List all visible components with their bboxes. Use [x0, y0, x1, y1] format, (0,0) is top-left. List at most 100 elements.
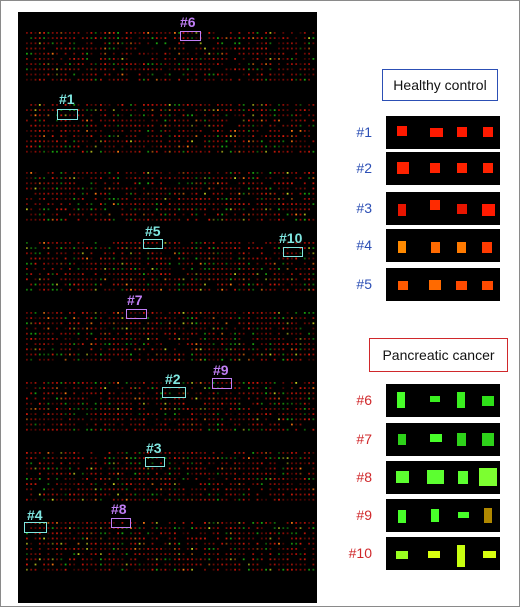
array-spot	[160, 327, 162, 330]
array-spot	[229, 257, 232, 260]
array-spot	[225, 177, 228, 179]
array-spot	[242, 462, 245, 465]
array-spot	[90, 537, 93, 540]
array-spot	[256, 104, 259, 106]
array-spot	[248, 387, 250, 389]
array-spot	[265, 187, 267, 190]
array-spot	[104, 208, 107, 211]
array-spot	[151, 172, 154, 174]
array-spot	[77, 488, 80, 491]
array-spot	[204, 192, 206, 195]
array-spot	[100, 177, 102, 179]
array-spot	[143, 104, 145, 106]
array-spot	[90, 150, 93, 153]
array-spot	[303, 47, 306, 50]
array-spot	[69, 124, 71, 127]
array-spot	[204, 63, 206, 65]
array-spot	[212, 312, 215, 314]
array-spot	[64, 198, 67, 200]
array-spot	[94, 553, 97, 555]
array-spot	[282, 483, 285, 485]
array-spot	[208, 135, 211, 137]
array-spot	[100, 338, 102, 340]
array-spot	[47, 343, 50, 345]
array-spot	[69, 119, 71, 122]
array-spot	[242, 208, 245, 211]
array-spot	[217, 218, 219, 221]
array-spot	[125, 488, 128, 491]
array-spot	[248, 213, 250, 216]
array-spot	[34, 68, 37, 71]
array-spot	[121, 457, 124, 459]
array-spot	[60, 353, 63, 356]
array-spot	[269, 177, 272, 179]
array-spot	[155, 322, 158, 325]
array-spot	[186, 247, 189, 249]
array-spot	[147, 192, 150, 195]
array-spot	[217, 408, 219, 410]
array-spot	[221, 78, 224, 81]
array-spot	[26, 462, 28, 465]
array-spot	[34, 172, 37, 174]
array-spot	[182, 198, 185, 200]
array-spot	[191, 247, 193, 249]
array-spot	[195, 198, 198, 200]
array-spot	[77, 332, 80, 335]
microarray-spots	[26, 32, 315, 571]
array-spot	[160, 252, 162, 255]
array-spot	[212, 457, 215, 459]
array-spot	[312, 522, 315, 524]
array-spot	[164, 124, 167, 127]
array-spot	[77, 317, 80, 319]
array-spot	[291, 47, 293, 50]
array-spot	[295, 119, 298, 122]
array-spot	[34, 32, 37, 34]
array-spot	[81, 135, 84, 137]
array-spot	[77, 218, 80, 221]
array-spot	[242, 317, 245, 319]
array-spot	[90, 130, 93, 132]
array-spot	[178, 208, 181, 211]
array-spot	[248, 428, 250, 431]
array-spot	[248, 182, 250, 185]
array-spot	[134, 63, 137, 65]
array-spot	[299, 177, 302, 179]
array-spot	[86, 413, 88, 415]
array-spot	[217, 327, 219, 330]
array-spot	[265, 109, 267, 111]
array-spot	[138, 428, 141, 431]
array-spot	[303, 242, 306, 244]
array-spot	[34, 327, 37, 330]
array-spot	[256, 413, 259, 415]
array-spot	[143, 467, 145, 470]
array-spot	[212, 348, 215, 351]
array-spot	[73, 428, 76, 431]
zoom-spot	[398, 204, 406, 216]
array-spot	[208, 218, 211, 221]
array-spot	[295, 488, 298, 491]
array-spot	[81, 192, 84, 195]
array-spot	[260, 327, 263, 330]
array-spot	[278, 457, 280, 459]
array-spot	[282, 428, 285, 431]
array-spot	[212, 402, 215, 405]
array-spot	[160, 32, 162, 34]
array-spot	[34, 467, 37, 470]
array-spot	[174, 467, 176, 470]
array-spot	[134, 213, 137, 216]
array-spot	[38, 73, 41, 76]
array-spot	[30, 408, 33, 410]
array-spot	[278, 218, 280, 221]
array-spot	[73, 462, 76, 465]
array-spot	[56, 218, 58, 221]
array-spot	[81, 58, 84, 60]
array-spot	[168, 568, 171, 571]
array-spot	[108, 119, 111, 122]
array-spot	[221, 278, 224, 281]
array-spot	[186, 177, 189, 179]
array-spot	[134, 114, 137, 117]
array-spot	[47, 452, 50, 454]
array-spot	[43, 192, 45, 195]
array-spot	[260, 343, 263, 345]
array-spot	[217, 527, 219, 529]
